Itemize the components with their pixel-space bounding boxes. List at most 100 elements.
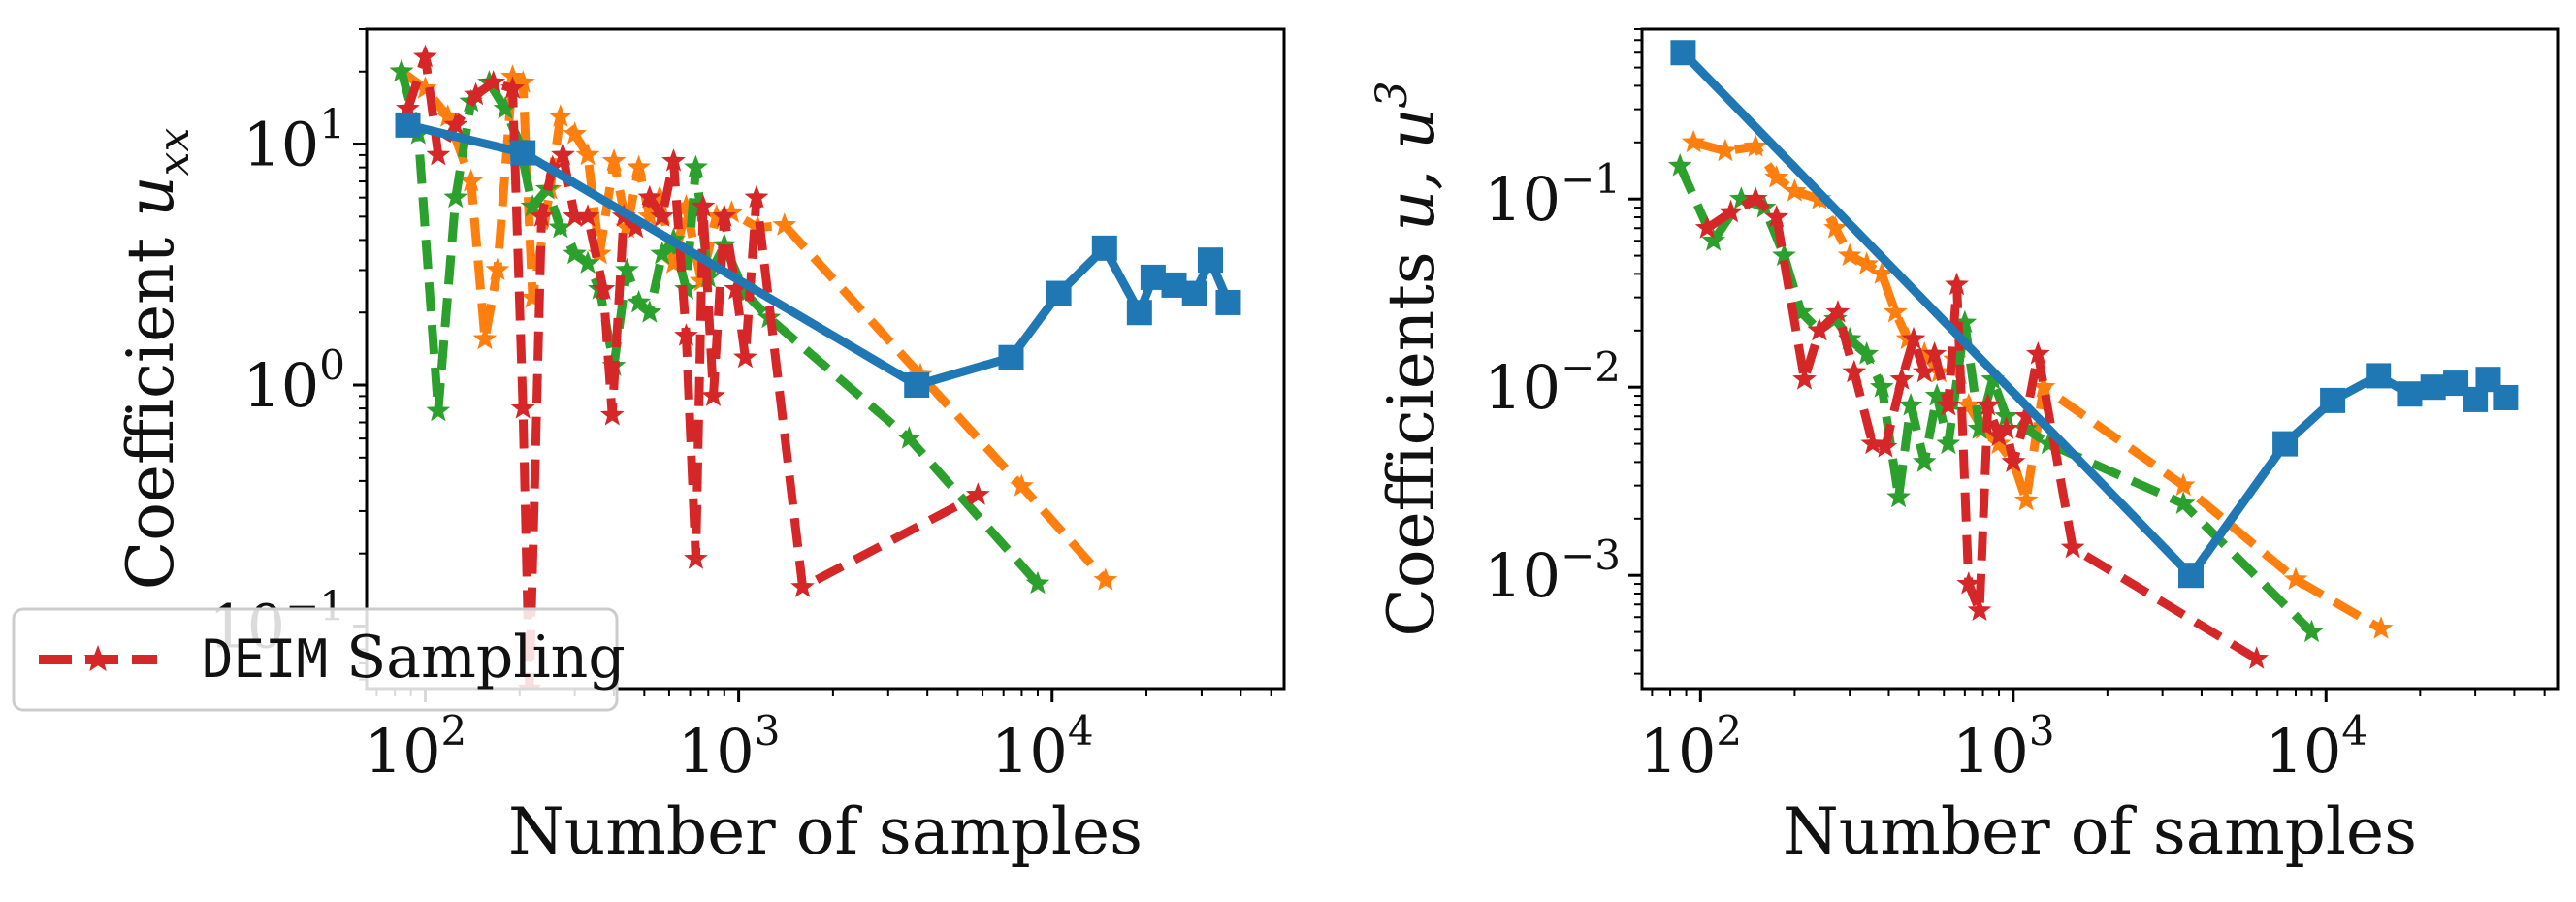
left-green-series-point: [615, 257, 639, 280]
right-red-series-point: [1764, 205, 1789, 228]
right-orange-series-point: [2368, 616, 2394, 639]
right-orange-series-point: [1837, 242, 1862, 267]
left-blue-series-point: [395, 112, 421, 138]
right-green-series-point: [1772, 242, 1796, 267]
right-green-series-point: [1980, 367, 2005, 390]
right-red-series-point: [1825, 300, 1851, 323]
left-green-series-point: [627, 289, 651, 313]
left-green-series-point: [389, 58, 414, 82]
right-blue-series-point: [2366, 363, 2392, 389]
left-red-series-point: [684, 546, 708, 569]
right-green-series: [1667, 153, 2324, 643]
right-y-axis-title: Coefficients u, u3: [1368, 81, 1449, 636]
right-red-series-point: [2244, 646, 2270, 669]
right-y-tick-label: 10−3: [1484, 532, 1621, 611]
right-red-series-point: [1901, 326, 1926, 350]
right-orange-series-line: [1691, 138, 2384, 633]
left-orange-series-point: [615, 214, 639, 239]
right-orange-series-point: [1869, 261, 1894, 284]
right-green-series-point: [1936, 431, 1961, 455]
right-red-series-point: [1956, 571, 1981, 595]
right-green-series-point: [1952, 309, 1978, 334]
legend: DEIM Sampling: [12, 607, 626, 712]
left-orange-series-point: [647, 184, 672, 209]
left-red-series-point: [563, 204, 587, 227]
left-blue-series-point: [904, 372, 930, 399]
right-orange-series-point: [2013, 488, 2039, 511]
left-x-ticks: 102 103 104: [365, 689, 1272, 787]
right-red-series-point: [1873, 435, 1898, 458]
right-y-tick-label: 10−1: [1484, 155, 1621, 235]
right-green-series-point: [2037, 431, 2061, 455]
left-orange-series-point: [459, 169, 483, 192]
left-blue-series-point: [1126, 300, 1152, 326]
right-blue-series-point: [2178, 563, 2205, 589]
right-red-series-point: [1889, 367, 1915, 390]
legend-box: [12, 607, 619, 712]
left-red-series-point: [691, 194, 716, 217]
left-orange-series-point: [520, 285, 545, 308]
right-orange-series-point: [1883, 300, 1908, 323]
left-y-axis-title: Coefficient uxx: [113, 128, 199, 591]
right-orange-series-point: [2171, 472, 2196, 497]
left-blue-series-point: [1046, 280, 1072, 306]
left-x-tick-label: 102: [365, 707, 467, 787]
right-orange-series-point: [1681, 129, 1706, 153]
right-red-series-point: [1936, 393, 1961, 416]
right-red-series: [1694, 186, 2270, 669]
left-x-axis-title: Number of samples: [508, 794, 1143, 869]
left-green-series-point: [1025, 570, 1050, 595]
left-red-series-point: [599, 403, 625, 426]
right-orange-series-point: [1783, 178, 1807, 202]
left-green-series-point: [897, 426, 921, 449]
left-red-series-point: [965, 482, 990, 505]
left-red-series-point: [712, 204, 737, 227]
right-red-series-point: [1912, 359, 1937, 383]
left-orange-series-point: [1093, 567, 1118, 591]
left-green-series-point: [650, 241, 675, 265]
right-orange-series-point: [1713, 138, 1738, 162]
right-red-series-point: [1694, 215, 1720, 239]
right-red-series-point: [1842, 359, 1867, 383]
left-red-series-point: [464, 81, 488, 106]
right-red-series-point: [1976, 393, 2001, 416]
right-orange-series-point: [1912, 341, 1937, 365]
left-orange-series-point: [485, 257, 510, 280]
left-green-series-point: [520, 194, 545, 217]
left-blue-series-point: [1197, 247, 1223, 274]
left-orange-series-point: [548, 104, 573, 127]
right-x-axis-title: Number of samples: [1783, 794, 2417, 869]
left-green-series-point: [443, 184, 468, 209]
right-red-series-point: [2026, 341, 2050, 365]
left-green-series-point: [575, 250, 600, 274]
right-x-ticks: 102 103 104: [1640, 689, 2546, 787]
left-y-ticks: 10110010−1: [209, 28, 367, 681]
left-green-series-point: [733, 280, 757, 305]
left-red-series-point: [413, 44, 437, 68]
left-orange-series-point: [627, 154, 651, 178]
left-orange-series-point: [472, 326, 498, 350]
left-blue-series-point: [1215, 289, 1241, 315]
right-blue-series-point: [2493, 384, 2519, 410]
right-blue-series-point: [2397, 381, 2423, 407]
left-orange-series-point: [637, 204, 662, 227]
right-red-series-point: [1994, 416, 2018, 439]
left-green-series-point: [426, 398, 451, 422]
right-green-series-point: [1837, 326, 1862, 350]
left-green-series-point: [563, 241, 587, 265]
left-blue-series: [395, 112, 1241, 399]
left-plot-frame: [365, 27, 1286, 691]
left-orange-series-point: [510, 70, 535, 93]
left-red-series-point: [530, 204, 554, 227]
left-orange-series-point: [500, 64, 525, 87]
right-blue-series-point: [2320, 387, 2346, 413]
right-orange-series-point: [2031, 374, 2056, 398]
right-green-series-point: [1924, 383, 1949, 406]
right-x-tick-label: 104: [2265, 707, 2367, 787]
right-x-tick-label: 103: [1952, 707, 2055, 787]
left-orange-series-point: [601, 148, 627, 172]
legend-star-marker: [83, 645, 113, 672]
left-orange-series-point: [720, 200, 744, 223]
left-orange-series-point: [674, 194, 698, 217]
